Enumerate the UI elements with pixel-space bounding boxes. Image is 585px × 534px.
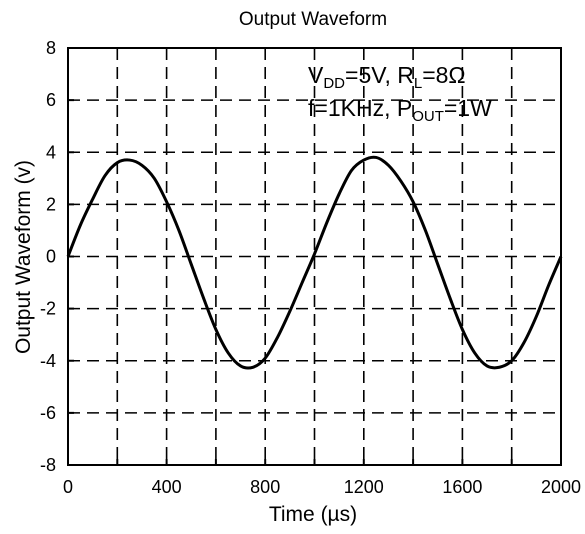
y-tick-label: -8 <box>40 455 56 475</box>
x-tick-label: 800 <box>250 477 280 497</box>
grid <box>68 48 561 465</box>
x-tick-labels: 0 400 800 1200 1600 2000 <box>63 477 581 497</box>
series-line-output-waveform <box>66 155 563 370</box>
x-tick-label: 1200 <box>344 477 384 497</box>
y-tick-label: -2 <box>40 299 56 319</box>
x-tick-label: 0 <box>63 477 73 497</box>
y-tick-label: 2 <box>46 194 56 214</box>
y-tick-label: -6 <box>40 403 56 423</box>
annot-v: V <box>308 62 324 88</box>
chart-title: Output Waveform <box>239 9 387 30</box>
y-tick-labels: -8 -6 -4 -2 0 2 4 6 8 <box>40 38 56 475</box>
x-tick-label: 1600 <box>442 477 482 497</box>
annot-pout-value: =1W <box>444 95 492 121</box>
y-tick-label: -4 <box>40 351 56 371</box>
annot-vdd-rl-text: =5V, R <box>345 62 414 88</box>
y-tick-label: 6 <box>46 90 56 110</box>
x-tick-label: 2000 <box>541 477 581 497</box>
annot-f-text: f=1KHz, P <box>308 95 412 121</box>
y-tick-label: 8 <box>46 38 56 58</box>
annot-rl-value: =8Ω <box>422 62 465 88</box>
y-tick-label: 0 <box>46 247 56 267</box>
annotation-vdd-rl: VDD=5V, RL=8Ω <box>308 62 466 92</box>
annot-dd-subscript: DD <box>323 75 345 92</box>
y-axis-label: Output Waveform (v) <box>12 160 35 354</box>
axis-ticks <box>67 47 562 466</box>
annotation-f-pout: f=1KHz, POUT=1W <box>308 95 492 125</box>
annot-out-subscript: OUT <box>412 108 444 125</box>
x-axis-label: Time (µs) <box>269 503 357 526</box>
y-tick-label: 4 <box>46 142 56 162</box>
annot-l-subscript: L <box>414 75 422 92</box>
x-tick-label: 400 <box>152 477 182 497</box>
